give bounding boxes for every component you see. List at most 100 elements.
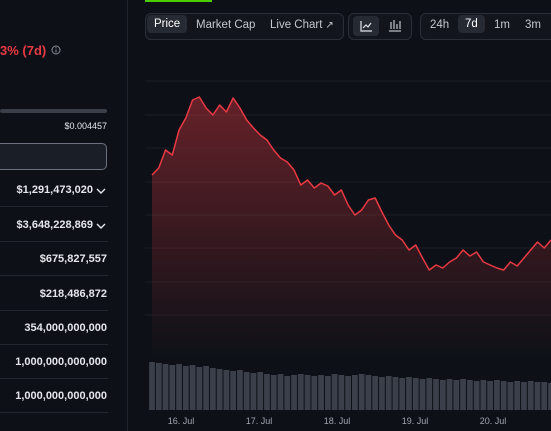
volume-bar	[284, 376, 291, 410]
view-tab[interactable]: Market Cap	[196, 19, 256, 31]
volume-bar	[385, 376, 392, 410]
price-change: 3% (7d)	[0, 43, 47, 58]
volume-bar	[216, 369, 223, 410]
volume-bar	[419, 379, 426, 410]
volume-bar	[155, 363, 162, 410]
volume-bar	[365, 375, 372, 410]
volume-bar	[521, 382, 527, 410]
volume-bar	[379, 377, 385, 410]
volume-bar	[494, 380, 500, 410]
volume-bar	[473, 381, 480, 410]
candle-chart-toggle[interactable]	[383, 16, 407, 36]
row-separator	[0, 206, 108, 207]
range-tabs	[420, 13, 551, 40]
volume-bar	[176, 364, 182, 410]
volume-bar	[189, 365, 196, 410]
volume-bar	[243, 372, 250, 410]
volume-bar	[527, 381, 534, 410]
dropdown-chevron[interactable]	[96, 187, 106, 195]
info-icon[interactable]	[51, 45, 61, 55]
volume-bar	[541, 382, 548, 410]
volume-bar	[453, 380, 460, 410]
price-line	[151, 96, 551, 271]
volume-bar	[149, 362, 155, 410]
row-separator	[0, 344, 108, 345]
volume-bar	[426, 378, 433, 410]
stat-value: $3,648,228,869	[16, 219, 93, 231]
view-tab[interactable]: Live Chart ↗	[270, 19, 334, 31]
volume-bar	[209, 368, 216, 410]
row-separator	[0, 275, 108, 276]
range-tab[interactable]: 24h	[430, 19, 450, 31]
price-area	[152, 97, 551, 360]
volume-bar	[507, 382, 514, 410]
converter-input[interactable]	[0, 143, 107, 170]
volume-bar	[257, 372, 264, 410]
volume-bar	[169, 365, 176, 410]
x-tick-label: 19. Jul	[402, 416, 429, 426]
range-tab[interactable]: 3m	[525, 19, 541, 31]
range-high: $0.004457	[64, 121, 107, 131]
volume-bar	[500, 381, 507, 410]
volume-bar	[331, 374, 338, 410]
stat-value: 1,000,000,000,000	[15, 390, 107, 402]
stat-value: $1,291,473,020	[16, 184, 93, 196]
volume-bar	[480, 380, 487, 410]
volume-bar	[392, 377, 399, 410]
volume-bar	[196, 367, 203, 410]
volume-bar	[406, 377, 412, 410]
volume-bar	[466, 380, 473, 410]
line-chart-toggle[interactable]	[353, 16, 379, 36]
row-separator	[0, 412, 108, 413]
chart-type-tabs	[348, 13, 412, 40]
row-separator	[0, 378, 108, 379]
volume-bar	[358, 374, 365, 410]
volume-bar	[277, 374, 284, 410]
range-tab[interactable]: 7d	[458, 15, 485, 33]
volume-bar	[237, 370, 243, 410]
stat-value: $675,827,557	[39, 253, 107, 265]
volume-bar	[514, 381, 521, 410]
range-tab[interactable]: 1m	[494, 19, 510, 31]
external-link-icon: ↗	[325, 20, 334, 31]
volume-bar	[223, 370, 230, 410]
dropdown-chevron[interactable]	[96, 222, 106, 230]
range-bar	[0, 109, 107, 113]
volume-bar	[230, 371, 237, 410]
view-tab[interactable]: Price	[147, 15, 188, 33]
stat-value: 354,000,000,000	[24, 322, 107, 334]
volume-bar	[412, 378, 419, 410]
volume-bar	[291, 375, 297, 410]
volume-bar	[338, 375, 345, 410]
volume-bar	[250, 373, 257, 410]
tab-indicator	[145, 0, 212, 2]
volume-bar	[324, 376, 331, 410]
row-separator	[0, 310, 108, 311]
volume-bar	[311, 376, 318, 410]
volume-bar	[399, 378, 406, 410]
volume-bar	[446, 379, 453, 410]
volume-bar	[162, 364, 169, 410]
x-tick-label: 20. Jul	[480, 416, 507, 426]
volume-bar	[345, 376, 351, 410]
volume-bar	[433, 379, 439, 410]
stat-value: 1,000,000,000,000	[15, 356, 107, 368]
volume-bar	[270, 375, 277, 410]
row-separator	[0, 241, 108, 242]
volume-bar	[534, 382, 541, 410]
volume-bar	[318, 375, 324, 410]
volume-bar	[548, 383, 551, 410]
volume-bar	[304, 375, 311, 410]
volume-bar	[372, 376, 379, 410]
volume-bar	[352, 375, 358, 410]
volume-bar	[460, 379, 466, 410]
x-tick-label: 17. Jul	[246, 416, 273, 426]
x-tick-label: 18. Jul	[324, 416, 351, 426]
x-tick-label: 16. Jul	[168, 416, 195, 426]
volume-bar	[203, 366, 209, 410]
stat-value: $218,486,872	[39, 288, 107, 300]
volume-bar	[297, 374, 304, 410]
volume-bar	[487, 381, 494, 410]
